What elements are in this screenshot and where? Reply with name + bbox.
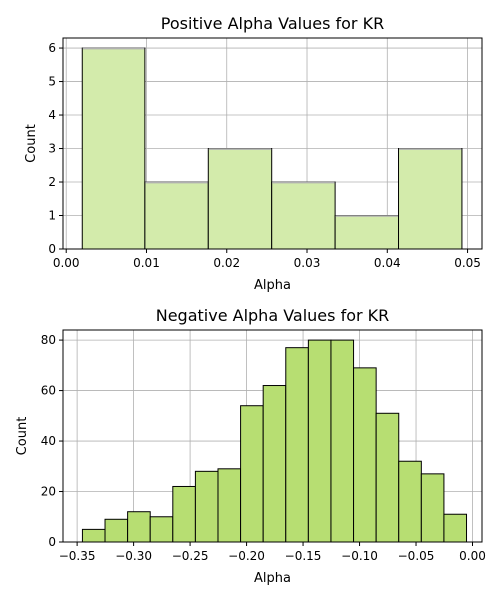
y-tick-label: 80 — [41, 333, 56, 347]
x-tick-label: −0.10 — [341, 549, 378, 563]
histogram-bar — [285, 347, 309, 543]
y-tick-label: 0 — [48, 535, 56, 549]
histogram-bar — [375, 412, 400, 543]
histogram-bar — [149, 516, 174, 543]
x-tick-label: −0.15 — [285, 549, 322, 563]
histogram-bar — [443, 513, 468, 543]
histogram-bar — [334, 215, 400, 250]
y-tick-label: 2 — [48, 175, 56, 189]
negative-alpha-histogram: −0.35 −0.30 −0.25 −0.20 −0.15 −0.10 −0.05 0.00 0… — [15, 306, 486, 586]
y-tick-label: 6 — [48, 41, 56, 55]
histogram-bar — [217, 468, 242, 543]
histogram-bar — [398, 148, 463, 250]
y-tick-label: 4 — [48, 108, 56, 122]
histogram-bar — [240, 405, 264, 543]
x-axis-label: Alpha — [254, 278, 291, 293]
histogram-bar — [207, 148, 273, 250]
axes-frame — [62, 329, 483, 543]
x-axis-label: Alpha — [254, 571, 291, 586]
x-tick-label: 0.01 — [133, 256, 160, 270]
y-axis-label: Count — [15, 417, 30, 456]
x-tick-label: −0.05 — [398, 549, 435, 563]
chart-title: Negative Alpha Values for KR — [156, 306, 390, 325]
histogram-bar — [330, 339, 355, 543]
histogram-bar — [398, 460, 422, 543]
y-tick-label: 0 — [48, 242, 56, 256]
x-tick-label: 0.00 — [459, 549, 486, 563]
histogram-bar — [144, 181, 209, 250]
chart-title: Positive Alpha Values for KR — [161, 14, 384, 33]
positive-alpha-histogram: 0.00 0.01 0.02 0.03 0.04 0.05 0 1 2 3 4 5 6 Positive … — [24, 14, 483, 293]
histogram-bar — [81, 528, 106, 543]
histogram-bar — [194, 470, 219, 543]
histogram-bar — [104, 518, 129, 543]
x-tick-label: −0.30 — [115, 549, 152, 563]
x-tick-label: 0.05 — [454, 256, 481, 270]
histogram-bar — [81, 47, 146, 250]
x-tick-label: −0.20 — [228, 549, 265, 563]
y-tick-label: 40 — [41, 434, 56, 448]
histogram-bar — [420, 473, 445, 543]
y-tick-label: 20 — [41, 485, 56, 499]
y-tick-label: 3 — [48, 142, 56, 156]
y-tick-label: 1 — [48, 209, 56, 223]
histogram-bar — [262, 385, 287, 543]
x-tick-label: −0.25 — [172, 549, 209, 563]
histogram-bar — [307, 339, 332, 543]
histogram-bar — [172, 485, 196, 543]
x-tick-label: 0.02 — [213, 256, 240, 270]
histogram-bar — [353, 367, 377, 543]
y-tick-label: 5 — [48, 75, 56, 89]
axes-frame — [62, 37, 483, 250]
y-axis-label: Count — [24, 124, 39, 163]
histogram-bar — [127, 511, 151, 543]
x-tick-label: 0.00 — [53, 256, 80, 270]
x-tick-label: 0.03 — [294, 256, 321, 270]
x-tick-label: −0.35 — [59, 549, 96, 563]
x-tick-label: 0.04 — [374, 256, 401, 270]
y-tick-label: 60 — [41, 384, 56, 398]
histogram-bar — [271, 181, 336, 250]
